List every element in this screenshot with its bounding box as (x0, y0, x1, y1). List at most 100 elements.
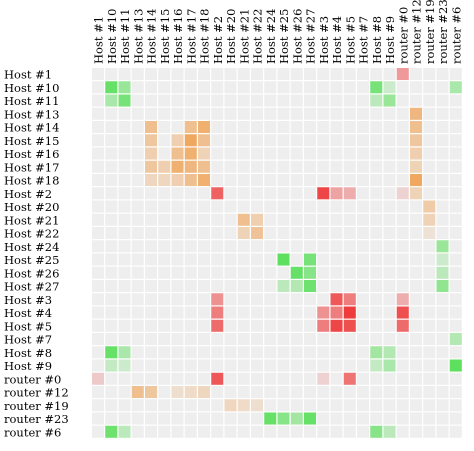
matrix-cell (396, 160, 409, 173)
matrix-cell (211, 227, 224, 240)
matrix-cell (118, 359, 131, 372)
matrix-cell (304, 174, 317, 187)
matrix-cell (211, 81, 224, 94)
matrix-cell (158, 266, 171, 279)
matrix-cell (290, 280, 303, 293)
matrix-cell (304, 107, 317, 120)
matrix-cell (251, 134, 264, 147)
matrix-cell (198, 160, 211, 173)
matrix-cell (304, 386, 317, 399)
matrix-cell (237, 187, 250, 200)
matrix-cell (224, 359, 237, 372)
matrix-cell (343, 293, 356, 306)
matrix-cell (330, 386, 343, 399)
matrix-cell (118, 81, 131, 94)
matrix-cell (317, 94, 330, 107)
matrix-cell (277, 412, 290, 425)
matrix-cell (277, 386, 290, 399)
column-label: Host #1 (92, 16, 106, 64)
matrix-cell (343, 319, 356, 332)
matrix-cell (118, 372, 131, 385)
matrix-cell (92, 94, 105, 107)
matrix-cell (131, 107, 144, 120)
matrix-cell (131, 333, 144, 346)
matrix-cell (449, 213, 462, 226)
matrix-cell (105, 359, 118, 372)
matrix-cell (449, 253, 462, 266)
matrix-cell (171, 174, 184, 187)
matrix-cell (264, 306, 277, 319)
matrix-cell (145, 147, 158, 160)
matrix-cell (396, 94, 409, 107)
matrix-cell (184, 227, 197, 240)
matrix-cell (396, 280, 409, 293)
matrix-cell (357, 187, 370, 200)
matrix-cell (105, 280, 118, 293)
matrix-cell (357, 94, 370, 107)
matrix-cell (423, 359, 436, 372)
matrix-cell (290, 346, 303, 359)
matrix-cell (290, 213, 303, 226)
matrix-cell (370, 200, 383, 213)
matrix-cell (410, 425, 423, 438)
matrix-cell (343, 359, 356, 372)
matrix-cell (277, 94, 290, 107)
matrix-cell (396, 333, 409, 346)
matrix-cell (277, 425, 290, 438)
matrix-cell (449, 174, 462, 187)
column-label: router #19 (423, 0, 437, 64)
matrix-cell (330, 293, 343, 306)
matrix-cell (184, 425, 197, 438)
column-label: Host #7 (357, 16, 371, 64)
matrix-cell (198, 359, 211, 372)
matrix-cell (184, 121, 197, 134)
matrix-cell (105, 425, 118, 438)
matrix-cell (343, 174, 356, 187)
matrix-cell (171, 253, 184, 266)
matrix-cell (410, 359, 423, 372)
matrix-cell (105, 412, 118, 425)
matrix-cell (317, 280, 330, 293)
matrix-cell (118, 68, 131, 81)
column-label: Host #2 (211, 16, 225, 64)
matrix-cell (396, 399, 409, 412)
matrix-cell (171, 107, 184, 120)
matrix-cell (145, 293, 158, 306)
matrix-cell (383, 200, 396, 213)
matrix-cell (410, 68, 423, 81)
matrix-cell (145, 253, 158, 266)
matrix-cell (330, 372, 343, 385)
matrix-cell (277, 372, 290, 385)
matrix-cell (410, 160, 423, 173)
matrix-cell (449, 346, 462, 359)
matrix-cell (184, 372, 197, 385)
matrix-cell (423, 293, 436, 306)
matrix-cell (290, 240, 303, 253)
matrix-cell (330, 160, 343, 173)
matrix-cell (436, 359, 449, 372)
matrix-cell (343, 306, 356, 319)
matrix-cell (264, 425, 277, 438)
matrix-cell (237, 227, 250, 240)
matrix-cell (237, 333, 250, 346)
matrix-cell (290, 107, 303, 120)
matrix-cell (145, 94, 158, 107)
matrix-cell (330, 68, 343, 81)
matrix-cell (304, 253, 317, 266)
matrix-cell (449, 200, 462, 213)
column-label: router #0 (396, 7, 410, 64)
matrix-cell (92, 134, 105, 147)
matrix-cell (198, 386, 211, 399)
row-label: router #19 (4, 399, 69, 413)
matrix-cell (357, 107, 370, 120)
matrix-cell (237, 386, 250, 399)
matrix-cell (184, 253, 197, 266)
column-label: Host #9 (383, 16, 397, 64)
matrix-cell (277, 399, 290, 412)
matrix-cell (357, 213, 370, 226)
matrix-cell (158, 240, 171, 253)
column-label: router #23 (436, 0, 450, 64)
column-label: Host #8 (370, 16, 384, 64)
matrix-cell (145, 386, 158, 399)
matrix-cell (171, 412, 184, 425)
